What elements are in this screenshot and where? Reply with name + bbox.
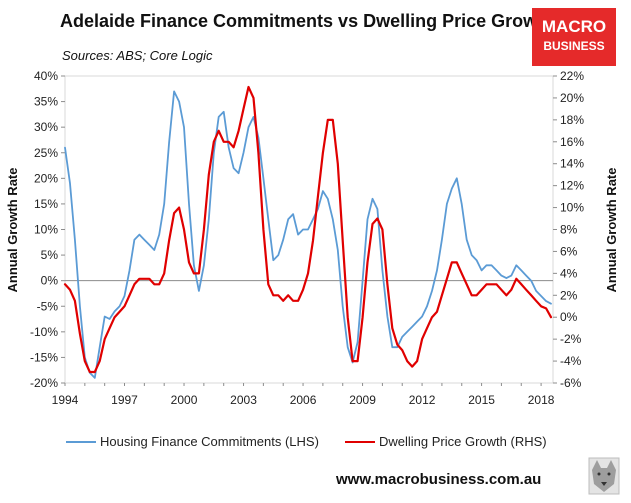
y-left-tick-label: 10% xyxy=(34,223,58,237)
series-line-dwelling-price xyxy=(63,85,553,374)
x-tick-label: 2018 xyxy=(528,393,555,407)
y-right-tick-label: 14% xyxy=(560,157,584,171)
y-left-tick-label: -10% xyxy=(30,325,58,339)
y-left-tick-label: 15% xyxy=(34,197,58,211)
x-tick-label: 2015 xyxy=(468,393,495,407)
y-left-tick-label: 5% xyxy=(41,248,59,262)
y-left-tick-label: 30% xyxy=(34,120,58,134)
y-left-axis-title: Annual Growth Rate xyxy=(5,168,20,293)
y-right-tick-label: 6% xyxy=(560,244,578,258)
y-right-tick-label: 4% xyxy=(560,266,578,280)
y-right-axis-title: Annual Growth Rate xyxy=(604,168,619,293)
logo-line1: MACRO xyxy=(542,17,606,36)
y-right-tick-label: -6% xyxy=(560,376,582,390)
x-tick-label: 2012 xyxy=(409,393,436,407)
wolf-logo-icon xyxy=(588,457,620,495)
y-right-tick-label: 20% xyxy=(560,91,584,105)
x-tick-label: 2000 xyxy=(171,393,198,407)
footer-url[interactable]: www.macrobusiness.com.au xyxy=(335,471,541,488)
y-left-tick-label: -15% xyxy=(30,350,58,364)
series-line-finance-commitments xyxy=(64,90,552,379)
y-left-tick-label: 0% xyxy=(41,274,59,288)
y-right-tick-label: 22% xyxy=(560,69,584,83)
y-right-tick-label: 12% xyxy=(560,179,584,193)
y-left-tick-label: -5% xyxy=(37,299,59,313)
legend-label-price: Dwelling Price Growth (RHS) xyxy=(379,434,547,449)
y-right-tick-label: -2% xyxy=(560,332,582,346)
y-right-tick-label: 0% xyxy=(560,310,578,324)
x-tick-label: 1997 xyxy=(111,393,138,407)
x-tick-label: 2003 xyxy=(230,393,257,407)
chart-subtitle: Sources: ABS; Core Logic xyxy=(62,48,213,63)
x-tick-label: 2009 xyxy=(349,393,376,407)
y-left-tick-label: 25% xyxy=(34,146,58,160)
logo-line2: BUSINESS xyxy=(543,39,604,53)
y-right-tick-label: 10% xyxy=(560,201,584,215)
y-right-tick-label: 2% xyxy=(560,288,578,302)
y-right-tick-label: 16% xyxy=(560,135,584,149)
y-right-tick-label: 18% xyxy=(560,113,584,127)
axes: -20% -15% -10% -5% 0% 5% 10% 15% 20% 25% 30% 35% 40%… xyxy=(30,69,584,407)
y-left-tick-label: 35% xyxy=(34,95,58,109)
x-tick-label: 1994 xyxy=(52,393,79,407)
chart-title: Adelaide Finance Commitments vs Dwelling… xyxy=(60,11,554,31)
logo-box xyxy=(532,8,616,66)
legend-label-finance: Housing Finance Commitments (LHS) xyxy=(100,434,319,449)
y-left-tick-label: 40% xyxy=(34,69,58,83)
y-right-tick-label: 8% xyxy=(560,223,578,237)
y-left-tick-label: 20% xyxy=(34,171,58,185)
series-lines xyxy=(63,85,553,379)
legend: Housing Finance Commitments (LHS) Dwelli… xyxy=(66,434,547,449)
x-tick-label: 2006 xyxy=(290,393,317,407)
y-right-tick-label: -4% xyxy=(560,354,582,368)
logo: MACRO BUSINESS xyxy=(532,8,616,66)
y-left-tick-label: -20% xyxy=(30,376,58,390)
